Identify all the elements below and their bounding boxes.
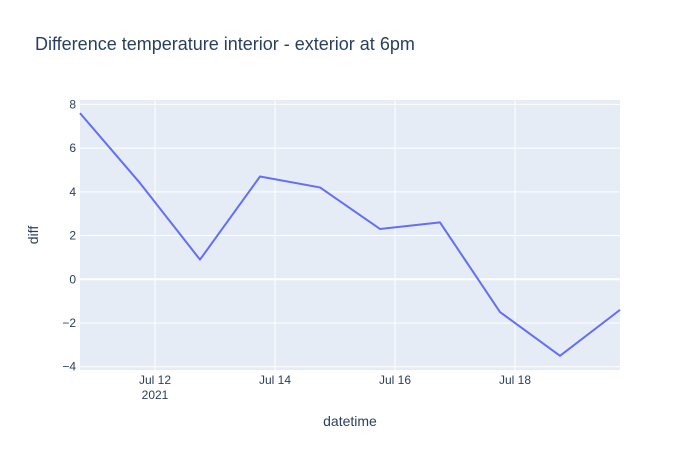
x-tick-label: Jul 14: [259, 373, 291, 387]
series-group: [79, 112, 621, 357]
chart-title: Difference temperature interior - exteri…: [35, 34, 415, 54]
x-tick-label: Jul 18: [499, 373, 531, 387]
y-tick-label: −2: [62, 316, 76, 330]
y-tick-label: 0: [69, 272, 76, 286]
x-axis-title: datetime: [323, 413, 377, 429]
y-axis-title: diff: [25, 226, 41, 245]
x-tick-label: Jul 16: [379, 373, 411, 387]
y-tick-label: 8: [69, 97, 76, 111]
gridlines: [80, 100, 620, 370]
y-tick-label: 6: [69, 141, 76, 155]
plot-area: [80, 100, 620, 370]
y-tick-label: 2: [69, 229, 76, 243]
x-tick-sublabel: 2021: [142, 388, 169, 402]
y-tick-label: 4: [69, 185, 76, 199]
series-line: [79, 112, 621, 357]
y-tick-label: −4: [62, 360, 76, 374]
y-axis-ticks: −4 −2 0 2 4 6 8: [62, 97, 76, 373]
x-tick-label: Jul 12: [139, 373, 171, 387]
